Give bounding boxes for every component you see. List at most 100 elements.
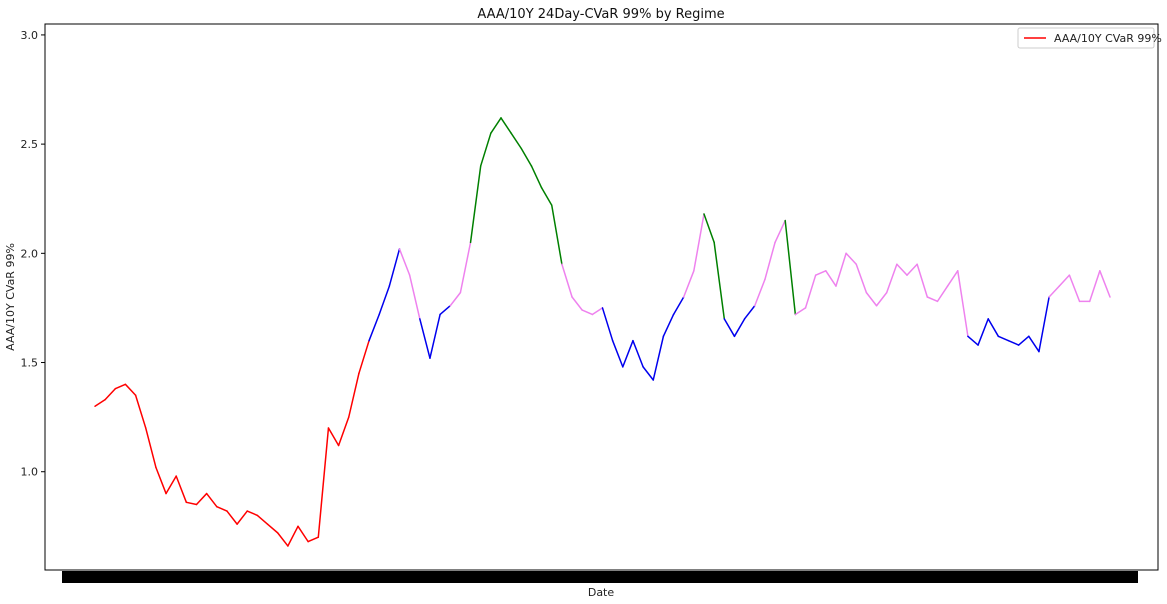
series-segment-blue [967,335,979,346]
series-segment-red [358,339,370,375]
series-segment-blue [723,318,736,338]
series-segment-blue [977,318,989,346]
series-segment-green [479,132,492,167]
legend: AAA/10Y CVaR 99% [1017,27,1162,49]
series-segment-violet [875,291,888,307]
series-segment-violet [682,270,695,298]
series-segment-red [307,536,320,543]
series-segment-blue [632,339,644,368]
series-segment-violet [591,307,604,316]
series-segment-red [104,387,117,401]
series-segment-red [297,525,309,543]
series-segment-violet [449,291,462,307]
x-axis-tick-labels [62,571,1138,583]
series-segment-violet [774,219,786,244]
series-segment-red [185,501,198,506]
series-segment-violet [693,213,705,272]
plot-area [44,23,1159,571]
series-segment-red [266,523,279,534]
series-segment-blue [388,248,401,287]
series-segment-red [287,525,299,547]
series-segment-violet [814,270,827,276]
series-segment-violet [1048,285,1060,298]
series-segment-red [216,505,228,512]
series-segment-blue [622,339,634,368]
y-tick-label: 3.0 [21,29,39,42]
series-segment-violet [1099,270,1111,298]
series-segment-green [703,213,715,244]
series-segment-blue [439,304,451,316]
series-segment-blue [733,318,746,338]
series-segment-violet [1088,270,1101,303]
series-segment-red [327,427,340,447]
series-segment-blue [1007,339,1020,346]
series-segment-blue [1038,296,1050,353]
series-segment-violet [957,270,969,338]
series-segment-red [175,475,188,504]
series-segment-blue [601,307,614,342]
series-segment-red [256,514,269,525]
series-segment-green [530,165,543,189]
chart-title: AAA/10Y 24Day-CVaR 99% by Regime [477,7,724,22]
series-segment-violet [926,296,939,303]
series-segment-violet [936,285,949,303]
series-segment-green [551,204,563,265]
series-segment-blue [1017,335,1030,346]
series-segment-violet [896,263,908,276]
series-segment-violet [398,248,411,276]
series-segment-green [520,147,533,167]
series-segment-blue [378,285,391,316]
series-segment-green [469,165,482,244]
series-segment-red [317,427,330,538]
series-segment-violet [916,263,929,298]
series-segment-red [337,416,350,447]
series-segment-red [114,383,127,390]
series-segment-violet [561,263,573,298]
y-axis: 1.0 1.5 2.0 2.5 3.0 [21,29,45,479]
series-segment-violet [794,307,807,316]
series-segment-violet [1058,274,1071,287]
series-segment-blue [743,304,756,320]
y-tick-label: 1.5 [21,357,39,370]
series-segment-violet [754,278,766,307]
series-segment-violet [865,291,878,307]
series-segment-green [510,132,523,150]
legend-entry-label: AAA/10Y CVaR 99% [1054,32,1162,45]
series-segment-red [246,510,259,517]
series-segment-blue [997,335,1010,342]
series-segment-green [713,241,726,320]
series-segment-blue [652,335,665,381]
series-segment-violet [764,241,776,281]
series-segment-red [155,466,167,495]
series-segment-red [205,492,218,508]
y-axis-label: AAA/10Y CVaR 99% [4,243,17,351]
series-segment-violet [1068,274,1081,303]
y-tick-label: 1.0 [21,466,39,479]
series-segment-violet [804,274,817,309]
series-segment-red [124,383,137,397]
series-segment-red [165,475,177,495]
series-segment-green [500,117,512,134]
series-segment-violet [825,270,837,287]
series-segment-violet [845,252,857,265]
series-segment-red [145,427,157,469]
series-segment-red [348,372,360,418]
series-segment-violet [835,252,847,287]
series-segment-violet [459,241,472,294]
series-segment-blue [611,339,624,368]
y-tick-label: 2.5 [21,138,39,151]
series-segment-blue [672,296,685,316]
series-segment-green [540,187,553,207]
series-segment-blue [1028,335,1040,353]
series-segment-violet [906,263,918,276]
series-segment-red [94,398,106,407]
y-tick-label: 2.0 [21,247,39,260]
series-segment-blue [368,313,380,342]
legend-box [1017,27,1155,49]
series-segment-violet [855,263,868,294]
series-segment-blue [642,366,654,381]
series-segment-blue [662,313,675,338]
series-line-group [94,117,1111,547]
series-segment-red [236,510,248,525]
